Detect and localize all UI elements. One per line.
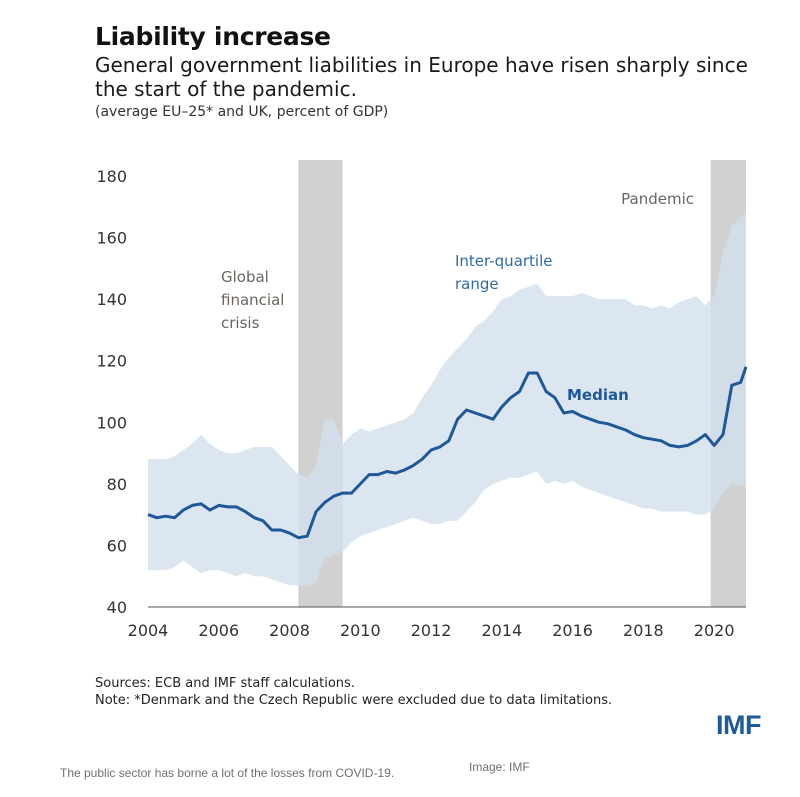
image-caption: The public sector has borne a lot of the…	[60, 766, 395, 780]
financial-crisis-label: Global financial crisis	[221, 268, 284, 332]
chart-units-note: (average EU–25* and UK, percent of GDP)	[95, 104, 389, 120]
liabilities-chart: 40 60 80 100 120 140 160 180 2004 2006 2008 2010 201…	[96, 160, 748, 640]
image-credit: Image: IMF	[469, 760, 530, 774]
y-tick-label: 120	[96, 352, 127, 371]
sources-line: Sources: ECB and IMF staff calculations.	[95, 676, 355, 691]
interquartile-band	[148, 212, 746, 586]
imf-logo: IMF	[716, 710, 762, 740]
x-tick-label: 2004	[128, 621, 169, 640]
x-tick-label: 2020	[694, 621, 735, 640]
y-tick-label: 40	[107, 598, 127, 617]
x-tick-label: 2014	[481, 621, 522, 640]
y-tick-label: 160	[96, 229, 127, 248]
chart-sources: Sources: ECB and IMF staff calculations.…	[95, 675, 612, 709]
annotations: Global financial crisis Pandemic Inter-quart…	[221, 190, 694, 404]
axes: 40 60 80 100 120 140 160 180 2004 2006 2008 2010 201…	[96, 167, 746, 640]
chart-subtitle: General government liabilities in Europe…	[95, 53, 748, 101]
median-label: Median	[567, 386, 629, 404]
median-line	[147, 366, 748, 540]
y-tick-label: 140	[96, 290, 127, 309]
x-tick-label: 2006	[198, 621, 239, 640]
x-tick-label: 2012	[411, 621, 452, 640]
y-tick-label: 80	[107, 475, 127, 494]
x-tick-label: 2010	[340, 621, 381, 640]
interquartile-range-area	[148, 212, 746, 586]
y-tick-label: 100	[96, 413, 127, 432]
pandemic-label: Pandemic	[621, 190, 694, 208]
x-tick-label: 2016	[552, 621, 593, 640]
x-tick-label: 2008	[269, 621, 310, 640]
y-tick-label: 180	[96, 167, 127, 186]
note-line: Note: *Denmark and the Czech Republic we…	[95, 693, 613, 708]
x-tick-label: 2018	[623, 621, 664, 640]
interquartile-range-label: Inter-quartile range	[455, 252, 553, 293]
y-tick-label: 60	[107, 536, 127, 555]
median-line-group	[147, 366, 748, 540]
chart-title: Liability increase	[95, 22, 331, 51]
